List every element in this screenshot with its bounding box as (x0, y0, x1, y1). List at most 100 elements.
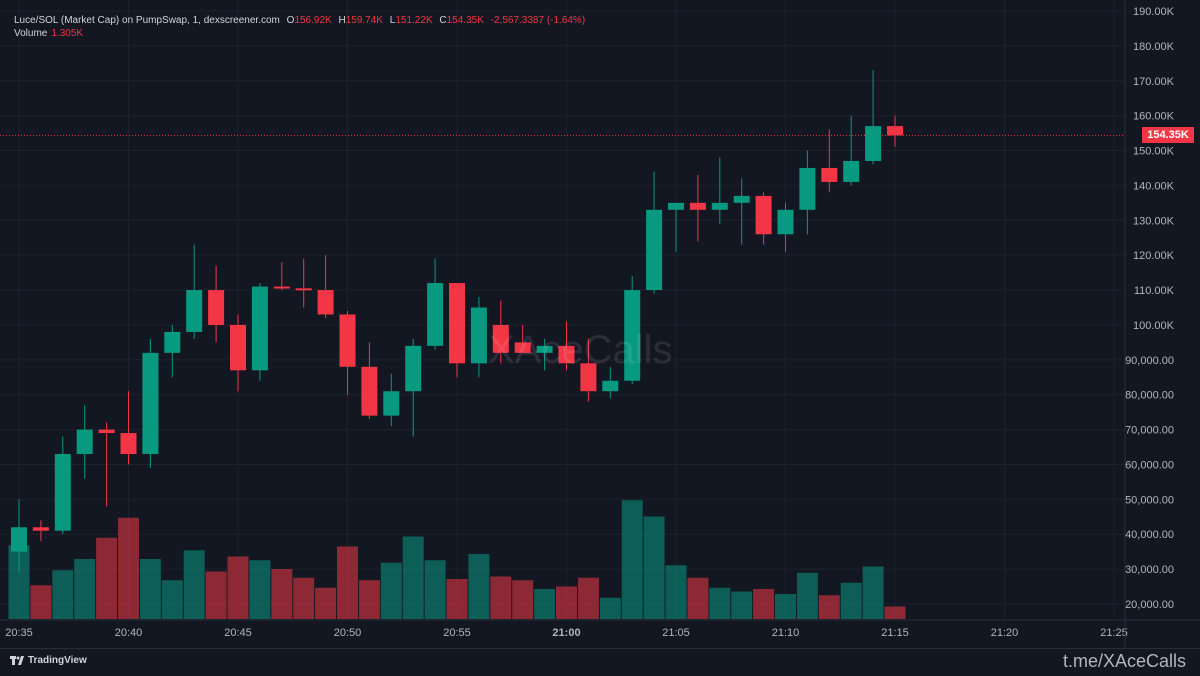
volume-bar (621, 500, 643, 619)
candle-body[interactable] (777, 209, 794, 235)
candle-body[interactable] (646, 209, 663, 291)
x-tick-label: 21:05 (662, 627, 690, 639)
y-tick-label: 120.00K (1133, 250, 1175, 262)
candle-body[interactable] (558, 345, 575, 364)
candle-body[interactable] (383, 391, 400, 416)
candle-body[interactable] (821, 167, 838, 182)
candle-body[interactable] (142, 352, 159, 455)
candle-body[interactable] (361, 366, 378, 416)
candle-body[interactable] (865, 126, 882, 161)
volume-value: 1.305K (51, 28, 84, 39)
volume-bar (556, 586, 577, 619)
volume-bar (74, 559, 96, 619)
volume-bar (52, 570, 74, 619)
volume-bar (884, 606, 906, 619)
candle-body[interactable] (186, 290, 203, 332)
candle-body[interactable] (208, 290, 225, 325)
candle-body[interactable] (624, 290, 641, 381)
y-tick-label: 180.00K (1133, 41, 1175, 53)
low-label: L (389, 15, 396, 26)
volume-bar (8, 545, 30, 619)
volume-bar (862, 566, 884, 619)
candle-body[interactable] (230, 324, 246, 371)
x-tick-label: 21:20 (991, 627, 1019, 639)
x-tick-label: 21:15 (881, 627, 909, 639)
candle-body[interactable] (755, 195, 772, 235)
candle-body[interactable] (733, 195, 750, 203)
watermark: XAceCalls (488, 328, 673, 372)
volume-bar (840, 582, 862, 619)
volume-bar (315, 587, 337, 619)
volume-bar (424, 560, 446, 619)
x-tick-label: 21:25 (1100, 627, 1128, 639)
tradingview-logo[interactable]: TradingView (10, 655, 87, 666)
volume-bar (205, 571, 227, 619)
volume-bar (293, 577, 315, 619)
y-tick-label: 90,000.00 (1125, 355, 1174, 367)
close-value: 154.35K (446, 15, 484, 26)
volume-bar (446, 579, 468, 619)
candle-body[interactable] (32, 527, 49, 531)
volume-bars (8, 500, 906, 619)
volume-bar (183, 550, 205, 619)
volume-bar (599, 597, 621, 619)
candle-body[interactable] (164, 331, 181, 353)
candle-body[interactable] (251, 286, 268, 371)
y-tick-label: 160.00K (1133, 111, 1175, 123)
volume-bar (796, 572, 818, 619)
candle-body[interactable] (427, 283, 444, 346)
y-tick-label: 80,000.00 (1125, 390, 1174, 402)
chart-header: Luce/SOL (Market Cap) on PumpSwap, 1, de… (14, 14, 585, 40)
open-value: 156.92K (294, 15, 332, 26)
volume-bar (337, 546, 358, 619)
candle-body[interactable] (449, 283, 465, 364)
footer-bar (0, 648, 1200, 676)
candle-body[interactable] (339, 314, 356, 367)
candle-body[interactable] (799, 167, 816, 210)
y-tick-label: 110.00K (1134, 285, 1175, 297)
y-tick-label: 140.00K (1133, 180, 1175, 192)
telegram-link[interactable]: t.me/XAceCalls (1062, 651, 1186, 671)
volume-bar (709, 587, 731, 619)
candle-body[interactable] (536, 345, 553, 353)
candle-body[interactable] (295, 288, 312, 291)
volume-bar (490, 576, 512, 619)
tradingview-icon (10, 656, 24, 665)
candle-body[interactable] (711, 202, 728, 210)
volume-bar (468, 554, 490, 619)
candle-body[interactable] (317, 290, 334, 315)
candle-body[interactable] (120, 433, 137, 455)
candle-body[interactable] (98, 429, 115, 434)
volume-label[interactable]: Volume (14, 28, 48, 39)
symbol-title[interactable]: Luce/SOL (Market Cap) on PumpSwap, 1, de… (14, 15, 280, 26)
close-label: C (439, 15, 447, 26)
y-tick-label: 40,000.00 (1125, 529, 1174, 541)
candle-body[interactable] (580, 363, 597, 392)
x-tick-label: 20:55 (443, 627, 471, 639)
candle-body[interactable] (887, 126, 903, 136)
candles (0, 70, 1125, 573)
candle-body[interactable] (273, 286, 290, 289)
candle-body[interactable] (689, 202, 706, 210)
candle-body[interactable] (843, 160, 860, 182)
volume-bar (161, 580, 183, 619)
volume-bar (118, 517, 139, 619)
x-tick-label: 21:10 (772, 627, 800, 639)
low-value: 151.22K (395, 15, 433, 26)
candle-body[interactable] (76, 429, 93, 455)
volume-bar (139, 559, 161, 619)
candle-body[interactable] (514, 342, 531, 353)
candle-body[interactable] (405, 345, 422, 392)
volume-bar (30, 585, 52, 619)
candle-body[interactable] (602, 380, 619, 392)
candle-body[interactable] (11, 527, 27, 552)
volume-bar (512, 580, 534, 619)
candle-body[interactable] (492, 324, 509, 353)
candle-body[interactable] (668, 202, 684, 210)
candle-body[interactable] (470, 307, 487, 364)
candle-body[interactable] (54, 454, 71, 531)
x-tick-label: 20:35 (5, 627, 33, 639)
y-tick-label: 190.00K (1133, 6, 1175, 18)
volume-bar (96, 537, 118, 619)
